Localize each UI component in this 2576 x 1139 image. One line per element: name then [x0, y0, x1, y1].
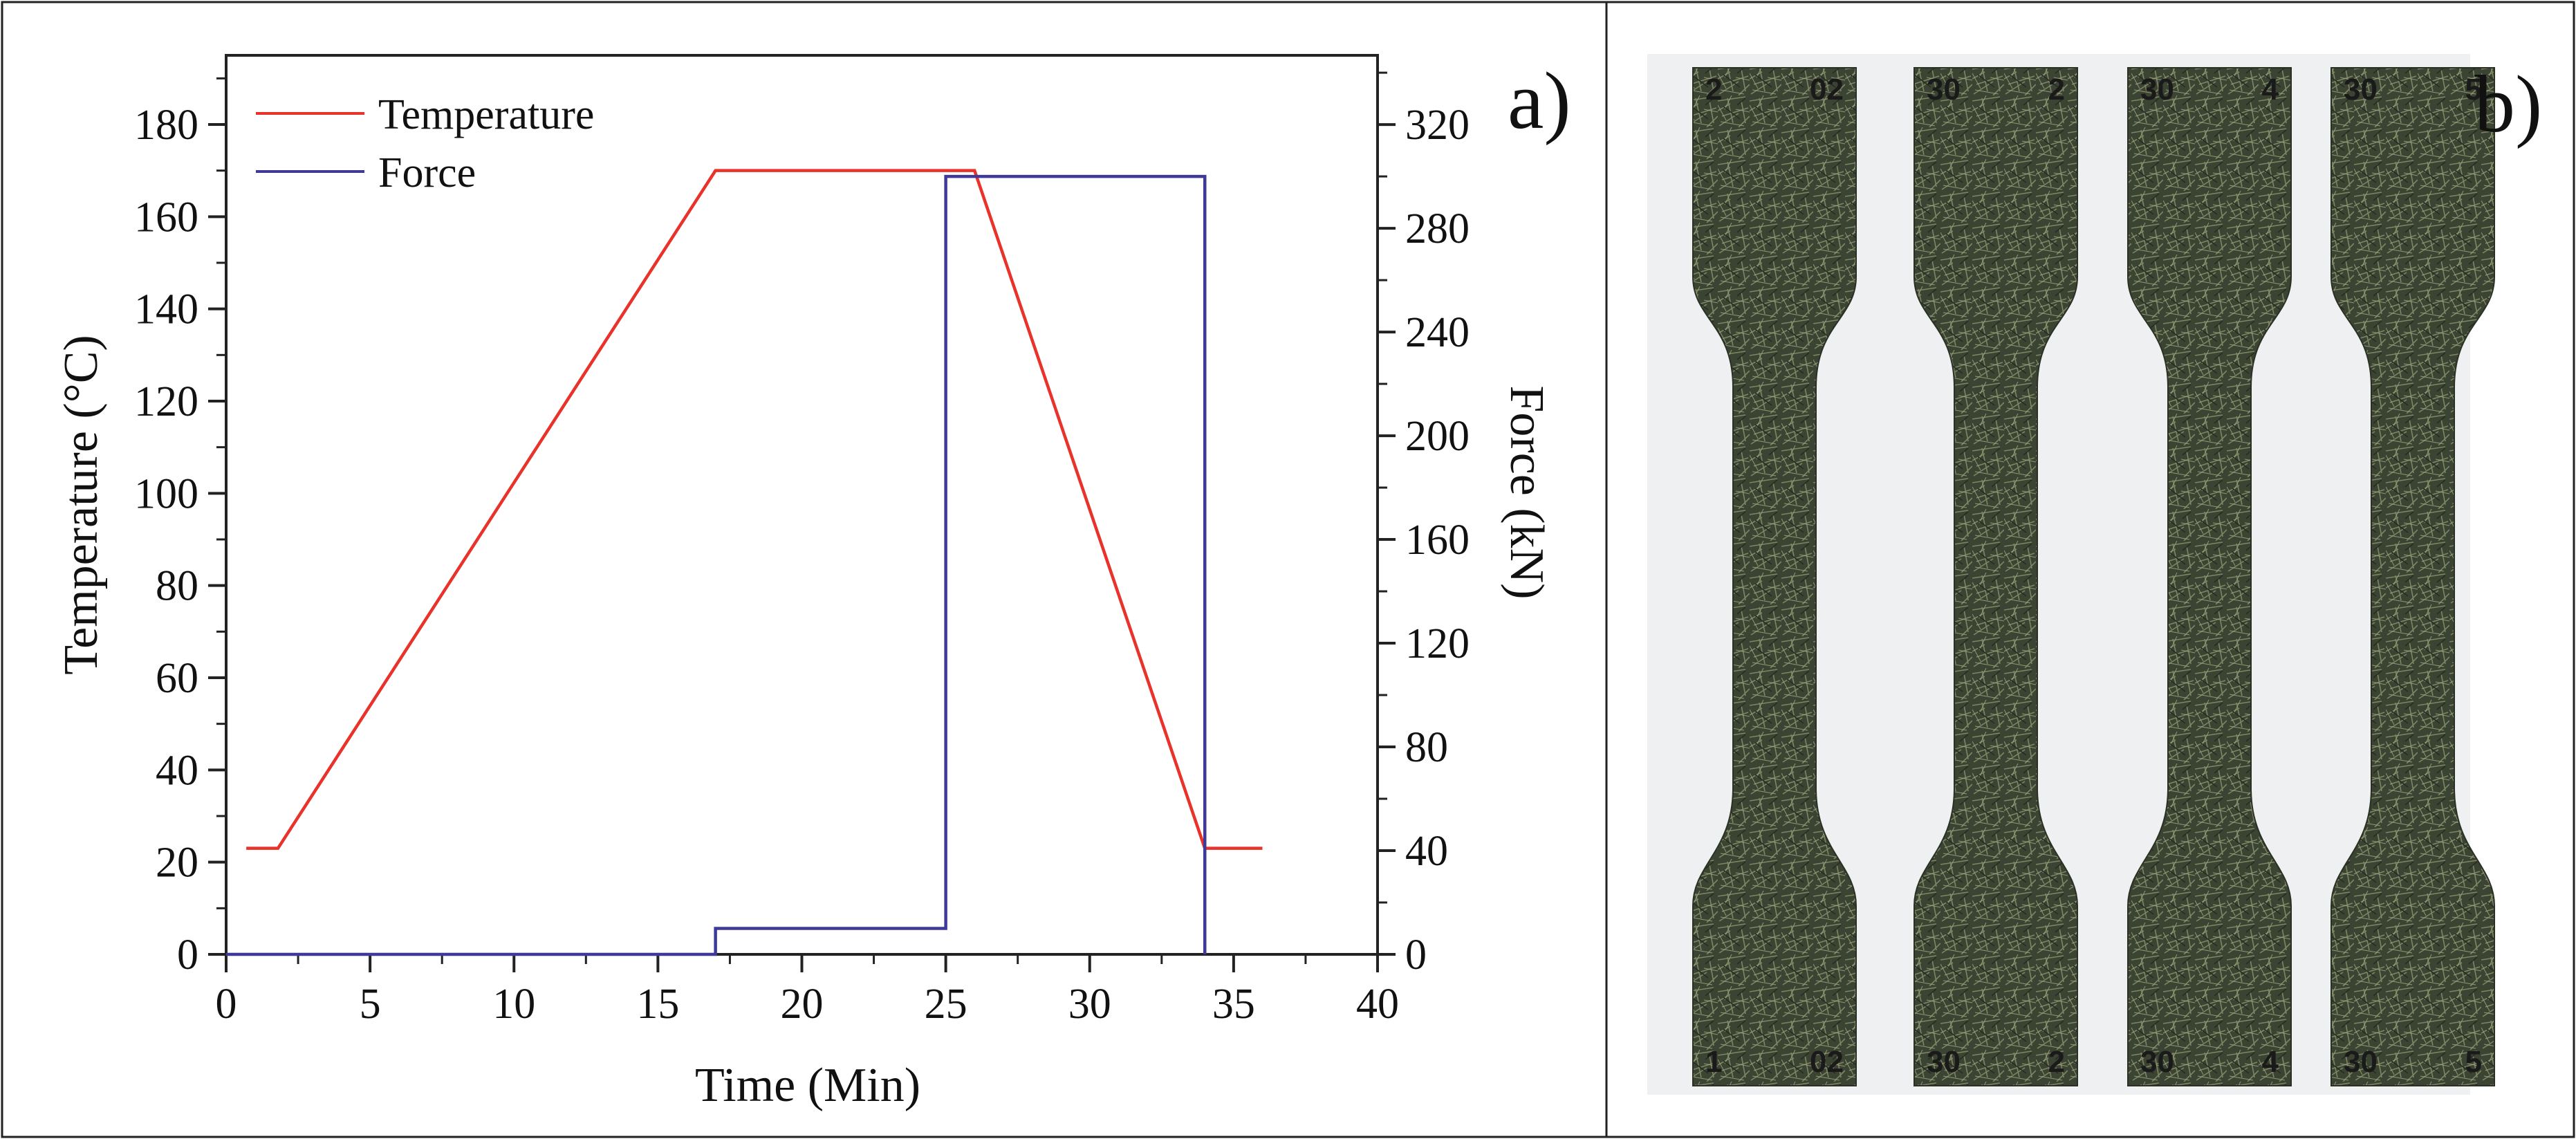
specimen-marking: 2: [2048, 1045, 2065, 1079]
specimen-marking: 30: [2344, 1045, 2378, 1079]
x-tick-label: 25: [925, 981, 967, 1028]
series-layer: [226, 169, 1263, 956]
specimen-marking: 02: [1810, 1045, 1844, 1079]
chart-panel: 0 5 10 15 20 25 30 35 40 0 20 40 60 80 100 120 140 160 18…: [55, 54, 1571, 1112]
y2-tick-label: 240: [1405, 309, 1470, 356]
y-tick-label: 100: [134, 470, 198, 517]
tensile-specimen: [1914, 67, 2078, 1086]
series-line-temperature: [246, 169, 1263, 850]
specimen-marking: 30: [2344, 73, 2378, 107]
y-tick-label: 80: [156, 563, 198, 610]
specimen-marking: 4: [2262, 1045, 2279, 1079]
panel-label-a: a): [1508, 55, 1571, 146]
y-axis-right-ticks: 0 40 80 120 160 200 240 280 320: [1378, 71, 1470, 979]
legend: Temperature Force: [256, 91, 594, 196]
specimen-group: 2 02 1 02 30 2 30 2 30 4 30 4 30 5 30 5: [1692, 67, 2495, 1086]
specimen-marking: 2: [2048, 73, 2065, 107]
y-tick-label: 160: [134, 194, 198, 241]
y2-tick-label: 160: [1405, 517, 1470, 564]
series-line-force: [226, 174, 1207, 956]
specimen-marking: 5: [2465, 1045, 2482, 1079]
y2-tick-label: 120: [1405, 620, 1470, 667]
y-tick-label: 60: [156, 655, 198, 702]
y2-tick-label: 280: [1405, 205, 1470, 252]
specimen-marking: 30: [1927, 73, 1961, 107]
y2-tick-label: 200: [1405, 413, 1470, 460]
specimen-marking: 30: [2140, 73, 2174, 107]
y2-tick-label: 40: [1405, 828, 1448, 875]
y-tick-label: 180: [134, 102, 198, 149]
x-tick-label: 40: [1356, 981, 1399, 1028]
specimen-marking: 02: [1810, 73, 1844, 107]
y-axis-left-title: Temperature (°C): [55, 335, 108, 674]
y-tick-label: 0: [177, 932, 198, 979]
x-tick-label: 35: [1212, 981, 1255, 1028]
y2-tick-label: 320: [1405, 102, 1470, 149]
x-axis-ticks: 0 5 10 15 20 25 30 35 40: [216, 954, 1399, 1028]
y-tick-label: 120: [134, 378, 198, 425]
x-tick-label: 10: [492, 981, 535, 1028]
tensile-specimen: [2127, 67, 2292, 1086]
x-tick-label: 20: [781, 981, 824, 1028]
specimen-marking: 30: [2140, 1045, 2174, 1079]
y-tick-label: 20: [156, 840, 198, 887]
y-tick-label: 140: [134, 286, 198, 333]
y-tick-label: 40: [156, 747, 198, 794]
specimen-marking: 5: [2465, 73, 2482, 107]
specimen-marking: 4: [2262, 73, 2279, 107]
y-axis-left-ticks: 0 20 40 60 80 100 120 140 160 180: [134, 77, 226, 979]
panel-label-b: b): [2474, 59, 2542, 149]
specimen-photo: 2 02 1 02 30 2 30 2 30 4 30 4 30 5 30 5 b): [1647, 54, 2542, 1095]
legend-label-temperature: Temperature: [378, 91, 594, 138]
tensile-specimen: [2331, 67, 2495, 1086]
x-tick-label: 30: [1068, 981, 1111, 1028]
specimen-marking: 2: [1705, 73, 1722, 107]
legend-label-force: Force: [378, 149, 476, 196]
y2-tick-label: 0: [1405, 932, 1427, 979]
y2-tick-label: 80: [1405, 724, 1448, 771]
tensile-specimen: [1692, 67, 1857, 1086]
x-tick-label: 15: [636, 981, 679, 1028]
specimen-marking: 1: [1705, 1045, 1722, 1079]
x-tick-label: 5: [360, 981, 381, 1028]
x-axis-title: Time (Min): [695, 1059, 920, 1112]
x-tick-label: 0: [216, 981, 237, 1028]
specimen-marking: 30: [1927, 1045, 1961, 1079]
y-axis-right-title: Force (kN): [1500, 385, 1553, 599]
